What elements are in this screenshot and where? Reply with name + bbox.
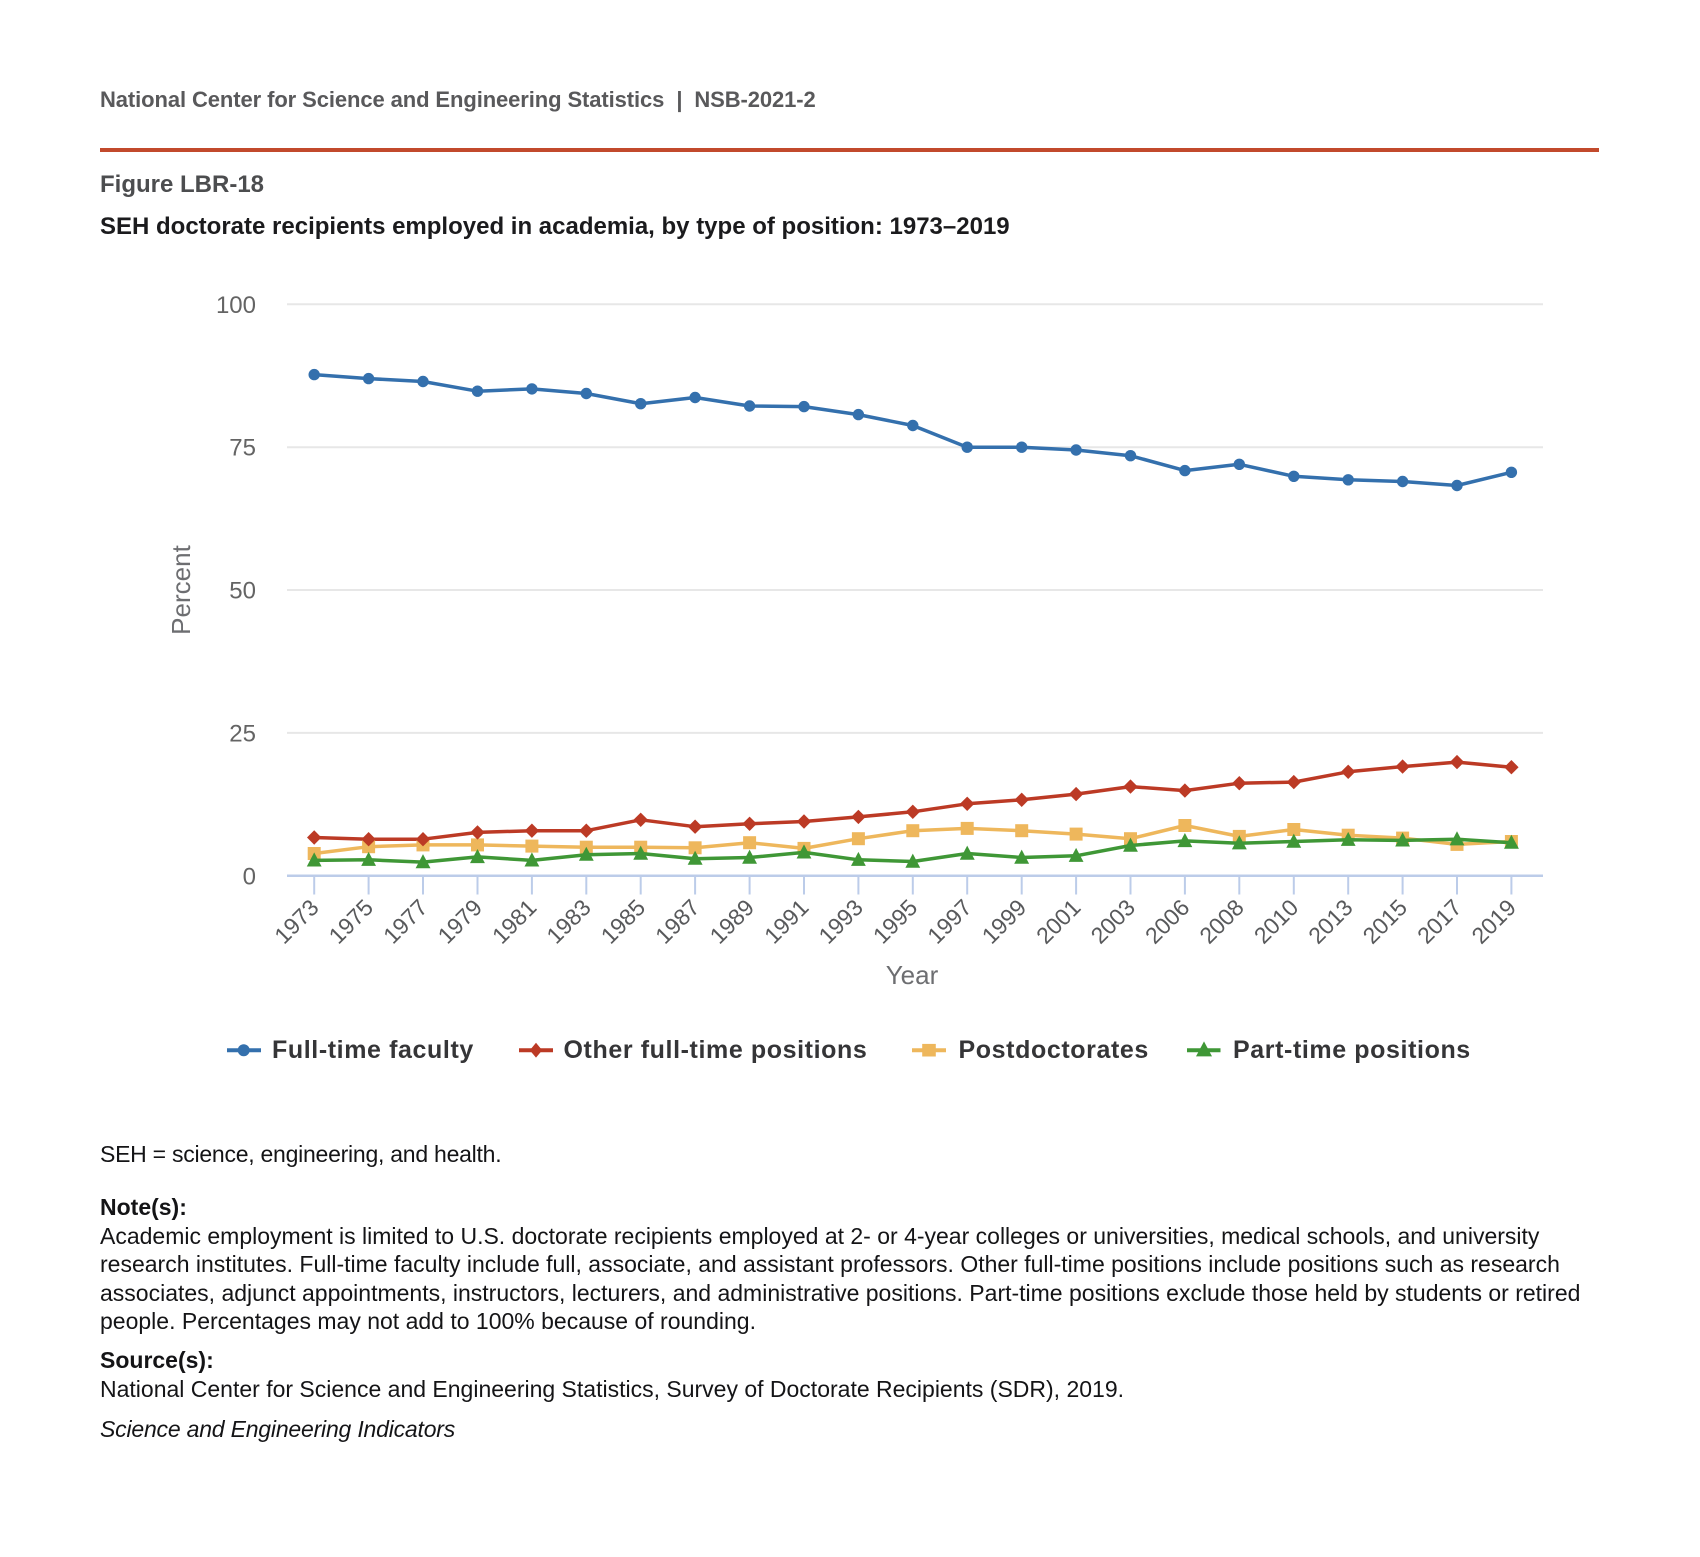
svg-text:1993: 1993 xyxy=(813,894,868,949)
svg-text:1973: 1973 xyxy=(269,894,324,949)
svg-text:100: 100 xyxy=(216,292,256,319)
svg-text:1999: 1999 xyxy=(977,894,1032,949)
svg-text:2015: 2015 xyxy=(1358,894,1413,949)
svg-text:1983: 1983 xyxy=(541,894,596,949)
svg-text:1975: 1975 xyxy=(324,894,379,949)
svg-text:Other full-time positions: Other full-time positions xyxy=(564,1036,868,1064)
svg-text:2001: 2001 xyxy=(1031,894,1086,949)
svg-text:50: 50 xyxy=(229,578,256,605)
svg-text:Postdoctorates: Postdoctorates xyxy=(959,1036,1149,1064)
svg-text:2017: 2017 xyxy=(1412,894,1467,949)
svg-text:1991: 1991 xyxy=(759,894,814,949)
svg-text:2013: 2013 xyxy=(1303,894,1358,949)
svg-text:1987: 1987 xyxy=(650,894,705,949)
svg-text:1985: 1985 xyxy=(596,894,651,949)
svg-text:1997: 1997 xyxy=(922,894,977,949)
svg-text:1995: 1995 xyxy=(868,894,923,949)
svg-text:Part-time positions: Part-time positions xyxy=(1233,1036,1471,1064)
svg-text:Percent: Percent xyxy=(166,544,196,634)
svg-text:1979: 1979 xyxy=(432,894,487,949)
svg-text:1981: 1981 xyxy=(487,894,542,949)
svg-text:Full-time faculty: Full-time faculty xyxy=(272,1036,474,1064)
svg-text:2006: 2006 xyxy=(1140,894,1195,949)
svg-text:1989: 1989 xyxy=(705,894,760,949)
svg-text:0: 0 xyxy=(243,863,256,890)
svg-text:1977: 1977 xyxy=(378,894,433,949)
svg-text:2008: 2008 xyxy=(1194,894,1249,949)
svg-text:2003: 2003 xyxy=(1085,894,1140,949)
svg-text:75: 75 xyxy=(229,435,256,462)
svg-text:2019: 2019 xyxy=(1466,894,1521,949)
svg-text:2010: 2010 xyxy=(1249,894,1304,949)
svg-text:25: 25 xyxy=(229,720,256,747)
svg-text:Year: Year xyxy=(886,960,939,990)
